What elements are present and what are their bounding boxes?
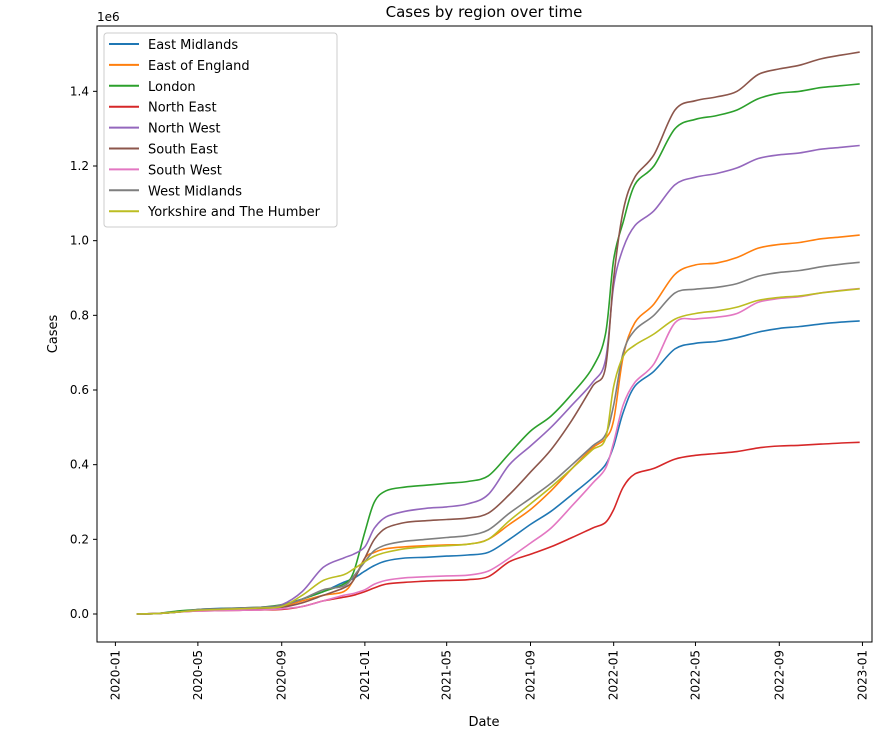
series-line [136,261,860,615]
legend-label: South West [148,163,222,178]
legend-frame [103,32,338,228]
x-tick-label: 2022-05 [688,650,702,700]
x-tick-label: 2021-01 [358,650,372,700]
legend-label: East of England [148,59,250,74]
y-axis-title: Cases [46,314,61,353]
legend-label: East Midlands [148,38,238,53]
y-tick-label: 0.8 [70,308,89,322]
legend-label: North West [148,122,220,137]
y-axis: 0.0 0.2 0.4 0.6 0.8 1.0 1.2 1.4 [70,84,97,621]
legend-label: North East [148,101,217,116]
x-tick-label: 2021-05 [440,650,454,700]
y-multiplier-label: 1e6 [97,10,120,24]
x-tick-label: 2023-01 [855,650,869,700]
series-line [136,234,860,615]
y-tick-label: 1.2 [70,159,89,173]
y-tick-label: 0.2 [70,532,89,546]
x-tick-label: 2020-01 [108,650,122,700]
chart-title: Cases by region over time [386,3,583,21]
series-lines [136,51,860,615]
y-tick-label: 0.4 [70,458,89,472]
x-tick-label: 2021-09 [524,650,538,700]
x-tick-label: 2022-09 [772,650,786,700]
legend-label: Yorkshire and The Humber [147,205,321,220]
y-tick-label: 0.0 [70,607,89,621]
series-line [136,288,860,615]
x-tick-label: 2020-05 [191,650,205,700]
x-axis-title: Date [468,715,499,730]
legend-label: London [148,80,196,95]
series-line [136,441,860,615]
x-tick-label: 2022-01 [607,650,621,700]
legend: East Midlands East of England London North … [103,32,338,228]
y-tick-label: 1.4 [70,84,89,98]
y-tick-label: 1.0 [70,234,89,248]
x-tick-label: 2020-09 [275,650,289,700]
x-axis: 2020-01 2020-05 2020-09 2021-01 2021-05 2021-… [108,642,869,700]
series-line [136,287,860,615]
legend-label: South East [148,143,218,158]
y-tick-label: 0.6 [70,383,89,397]
plot-area [96,25,873,643]
legend-label: West Midlands [148,184,242,199]
